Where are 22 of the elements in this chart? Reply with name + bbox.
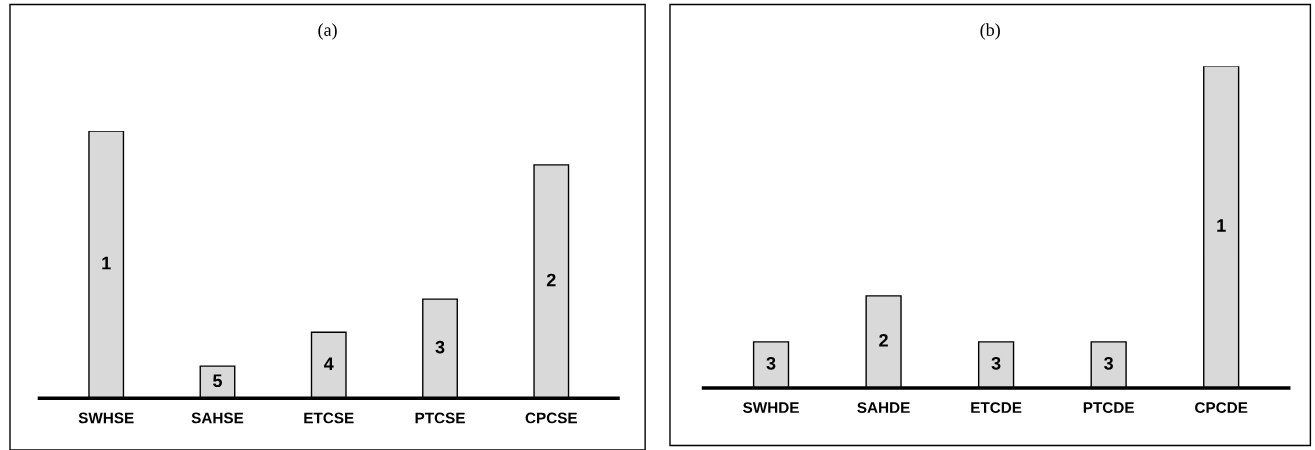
x-tick-label: SWHSE — [78, 412, 134, 424]
annotation: 3 — [1104, 356, 1114, 370]
x-tick-label: PTCSE — [415, 412, 465, 424]
x-tick-label: SAHDE — [857, 402, 910, 414]
annotation: 3 — [766, 356, 776, 370]
annotation: 5 — [213, 374, 222, 388]
x-tick-label: CPCSE — [525, 412, 578, 424]
x-tick-label: ETCSE — [304, 412, 354, 424]
x-tick-label: SAHSE — [191, 412, 244, 424]
x-tick-label: SWHDE — [743, 402, 799, 414]
annotation: 2 — [546, 273, 556, 287]
annotation: 2 — [879, 333, 888, 347]
x-tick-label: PTCDE — [1083, 402, 1134, 414]
annotation: 1 — [102, 256, 111, 270]
x-tick-label: ETCDE — [971, 402, 1022, 414]
x-tick-label: CPCDE — [1195, 402, 1248, 414]
chart-title: (b) — [980, 23, 1000, 40]
annotation: 4 — [324, 357, 334, 370]
chart-title: (a) — [318, 23, 337, 40]
annotation: 3 — [435, 340, 445, 354]
annotation: 1 — [1217, 219, 1226, 232]
annotation: 3 — [991, 356, 1001, 370]
